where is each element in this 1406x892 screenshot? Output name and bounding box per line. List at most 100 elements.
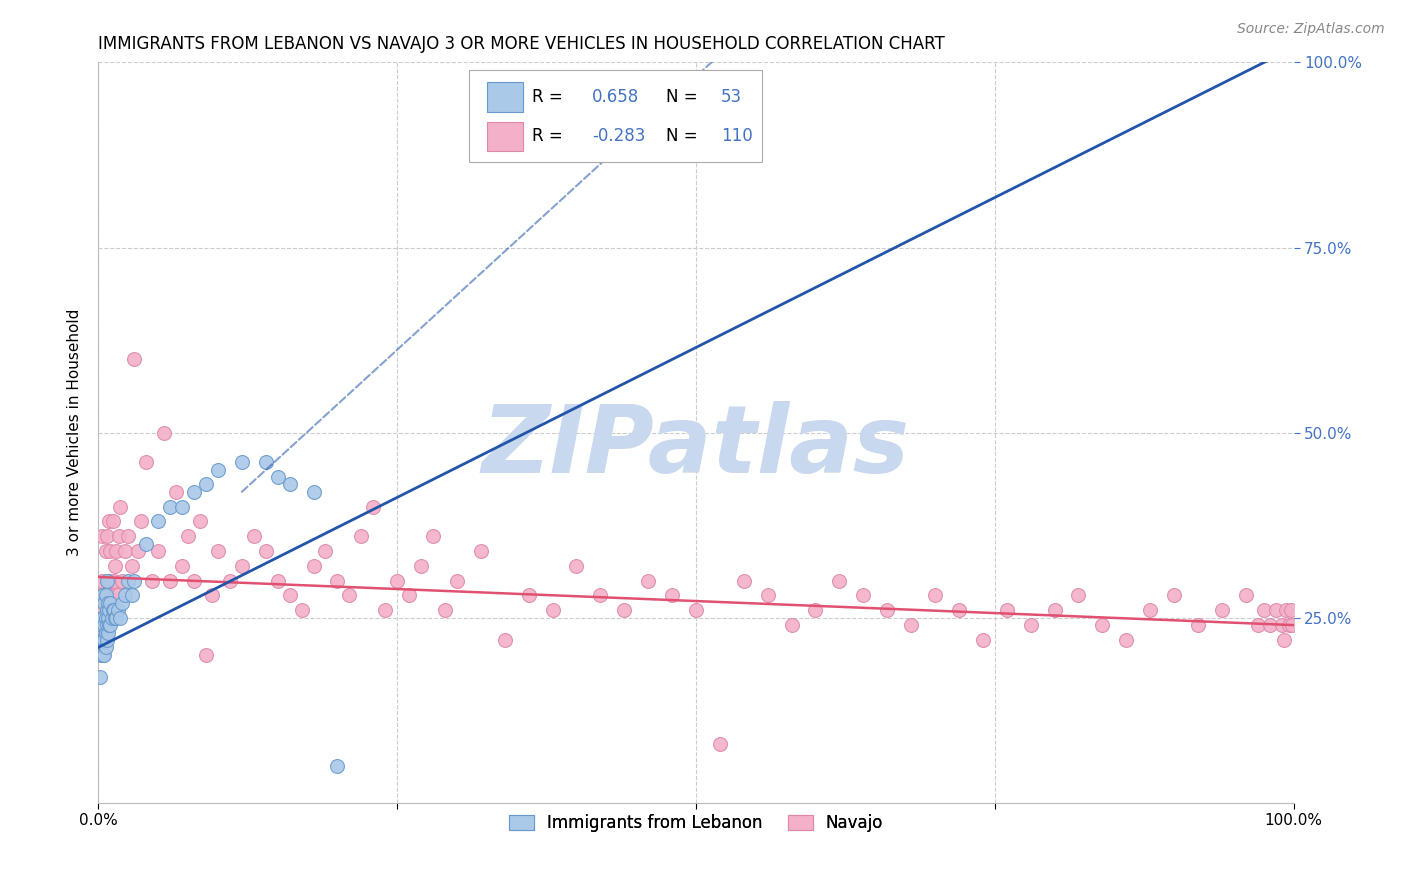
Point	[1275, 603, 1298, 617]
Point	[1247, 618, 1270, 632]
Point	[93, 596, 115, 610]
Point	[661, 589, 683, 603]
Point	[326, 758, 349, 772]
FancyBboxPatch shape	[486, 121, 523, 152]
Point	[96, 574, 118, 588]
Point	[98, 515, 121, 529]
Point	[108, 610, 131, 624]
Text: Source: ZipAtlas.com: Source: ZipAtlas.com	[1237, 22, 1385, 37]
Point	[302, 558, 325, 573]
Point	[153, 425, 176, 440]
Point	[254, 455, 277, 469]
Point	[98, 596, 122, 610]
Point	[91, 648, 114, 662]
Point	[103, 603, 125, 617]
Point	[254, 544, 277, 558]
Point	[93, 603, 115, 617]
Point	[278, 477, 301, 491]
Point	[1163, 589, 1185, 603]
Point	[96, 603, 118, 617]
Point	[117, 574, 139, 588]
Point	[93, 632, 115, 647]
Point	[1234, 589, 1257, 603]
Point	[434, 603, 457, 617]
Text: -0.283: -0.283	[592, 128, 645, 145]
Point	[1211, 603, 1233, 617]
Point	[97, 610, 120, 624]
Point	[94, 640, 117, 655]
Point	[517, 589, 540, 603]
Point	[1091, 618, 1114, 632]
Point	[876, 603, 898, 617]
Point	[105, 544, 128, 558]
Point	[1279, 603, 1302, 617]
Point	[756, 589, 779, 603]
Point	[90, 589, 112, 603]
Point	[91, 529, 114, 543]
Point	[101, 515, 124, 529]
Point	[278, 589, 301, 603]
Point	[201, 589, 224, 603]
Point	[98, 618, 122, 632]
Point	[177, 529, 200, 543]
Point	[107, 589, 129, 603]
Point	[172, 500, 194, 514]
Point	[98, 574, 122, 588]
Point	[363, 500, 385, 514]
Point	[91, 610, 114, 624]
Point	[804, 603, 827, 617]
Point	[94, 589, 117, 603]
Point	[948, 603, 970, 617]
Point	[231, 455, 253, 469]
Point	[1187, 618, 1209, 632]
Point	[385, 574, 409, 588]
Legend: Immigrants from Lebanon, Navajo: Immigrants from Lebanon, Navajo	[502, 807, 890, 838]
Point	[117, 529, 139, 543]
Point	[207, 462, 229, 476]
Point	[107, 529, 129, 543]
Point	[267, 470, 290, 484]
Point	[91, 589, 114, 603]
Point	[1278, 618, 1301, 632]
Point	[613, 603, 636, 617]
Point	[780, 618, 803, 632]
Point	[637, 574, 659, 588]
Y-axis label: 3 or more Vehicles in Household: 3 or more Vehicles in Household	[67, 309, 83, 557]
Point	[565, 558, 588, 573]
Point	[101, 603, 124, 617]
Point	[121, 589, 143, 603]
Point	[91, 632, 114, 647]
Text: ZIPatlas: ZIPatlas	[482, 401, 910, 493]
Point	[159, 574, 181, 588]
Point	[90, 632, 112, 647]
Point	[165, 484, 187, 499]
Point	[114, 544, 136, 558]
Point	[93, 648, 115, 662]
Point	[267, 574, 290, 588]
FancyBboxPatch shape	[486, 82, 523, 112]
Point	[315, 544, 337, 558]
Point	[93, 618, 115, 632]
Point	[91, 610, 114, 624]
Point	[1067, 589, 1090, 603]
Text: N =: N =	[666, 128, 697, 145]
Text: IMMIGRANTS FROM LEBANON VS NAVAJO 3 OR MORE VEHICLES IN HOUSEHOLD CORRELATION CH: IMMIGRANTS FROM LEBANON VS NAVAJO 3 OR M…	[98, 35, 945, 53]
Point	[97, 603, 120, 617]
Point	[195, 648, 218, 662]
Point	[446, 574, 468, 588]
Point	[1019, 618, 1042, 632]
Point	[470, 544, 492, 558]
Point	[135, 455, 157, 469]
Point	[91, 574, 114, 588]
Point	[183, 484, 205, 499]
Point	[104, 558, 127, 573]
Point	[995, 603, 1018, 617]
Point	[97, 603, 120, 617]
Point	[124, 351, 146, 366]
Point	[94, 610, 117, 624]
Point	[100, 603, 122, 617]
Point	[108, 500, 131, 514]
Point	[733, 574, 755, 588]
Point	[1264, 603, 1286, 617]
Point	[1281, 618, 1303, 632]
